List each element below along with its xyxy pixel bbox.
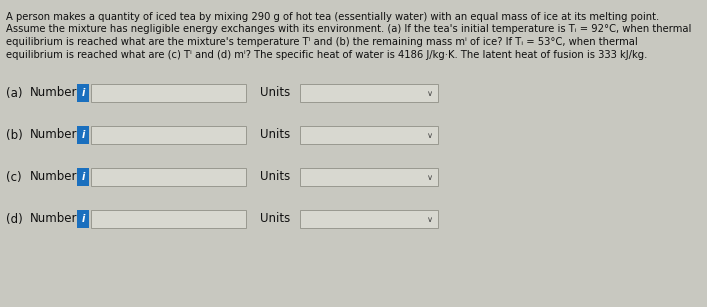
- FancyBboxPatch shape: [300, 126, 438, 144]
- FancyBboxPatch shape: [77, 210, 89, 228]
- FancyBboxPatch shape: [77, 168, 89, 186]
- Text: i: i: [81, 214, 85, 224]
- Text: (b): (b): [6, 129, 23, 142]
- FancyBboxPatch shape: [91, 168, 246, 186]
- Text: i: i: [81, 88, 85, 98]
- Text: Units: Units: [260, 170, 291, 184]
- Text: Number: Number: [30, 87, 78, 99]
- FancyBboxPatch shape: [91, 126, 246, 144]
- Text: Number: Number: [30, 170, 78, 184]
- FancyBboxPatch shape: [300, 210, 438, 228]
- Text: (c): (c): [6, 170, 22, 184]
- FancyBboxPatch shape: [300, 168, 438, 186]
- Text: (d): (d): [6, 212, 23, 226]
- Text: ∨: ∨: [427, 88, 433, 98]
- Text: ∨: ∨: [427, 173, 433, 181]
- Text: ∨: ∨: [427, 215, 433, 223]
- Text: equilibrium is reached what are the mixture's temperature Tⁱ and (b) the remaini: equilibrium is reached what are the mixt…: [6, 37, 638, 47]
- FancyBboxPatch shape: [91, 210, 246, 228]
- Text: Assume the mixture has negligible energy exchanges with its environment. (a) If : Assume the mixture has negligible energy…: [6, 25, 691, 34]
- Text: Number: Number: [30, 129, 78, 142]
- FancyBboxPatch shape: [77, 84, 89, 102]
- FancyBboxPatch shape: [77, 126, 89, 144]
- Text: A person makes a quantity of iced tea by mixing 290 g of hot tea (essentially wa: A person makes a quantity of iced tea by…: [6, 12, 659, 22]
- Text: ∨: ∨: [427, 130, 433, 139]
- FancyBboxPatch shape: [300, 84, 438, 102]
- Text: Units: Units: [260, 129, 291, 142]
- Text: equilibrium is reached what are (c) Tⁱ and (d) mⁱ? The specific heat of water is: equilibrium is reached what are (c) Tⁱ a…: [6, 49, 648, 60]
- Text: i: i: [81, 130, 85, 140]
- Text: Units: Units: [260, 212, 291, 226]
- Text: Number: Number: [30, 212, 78, 226]
- Text: (a): (a): [6, 87, 23, 99]
- Text: i: i: [81, 172, 85, 182]
- Text: Units: Units: [260, 87, 291, 99]
- FancyBboxPatch shape: [91, 84, 246, 102]
